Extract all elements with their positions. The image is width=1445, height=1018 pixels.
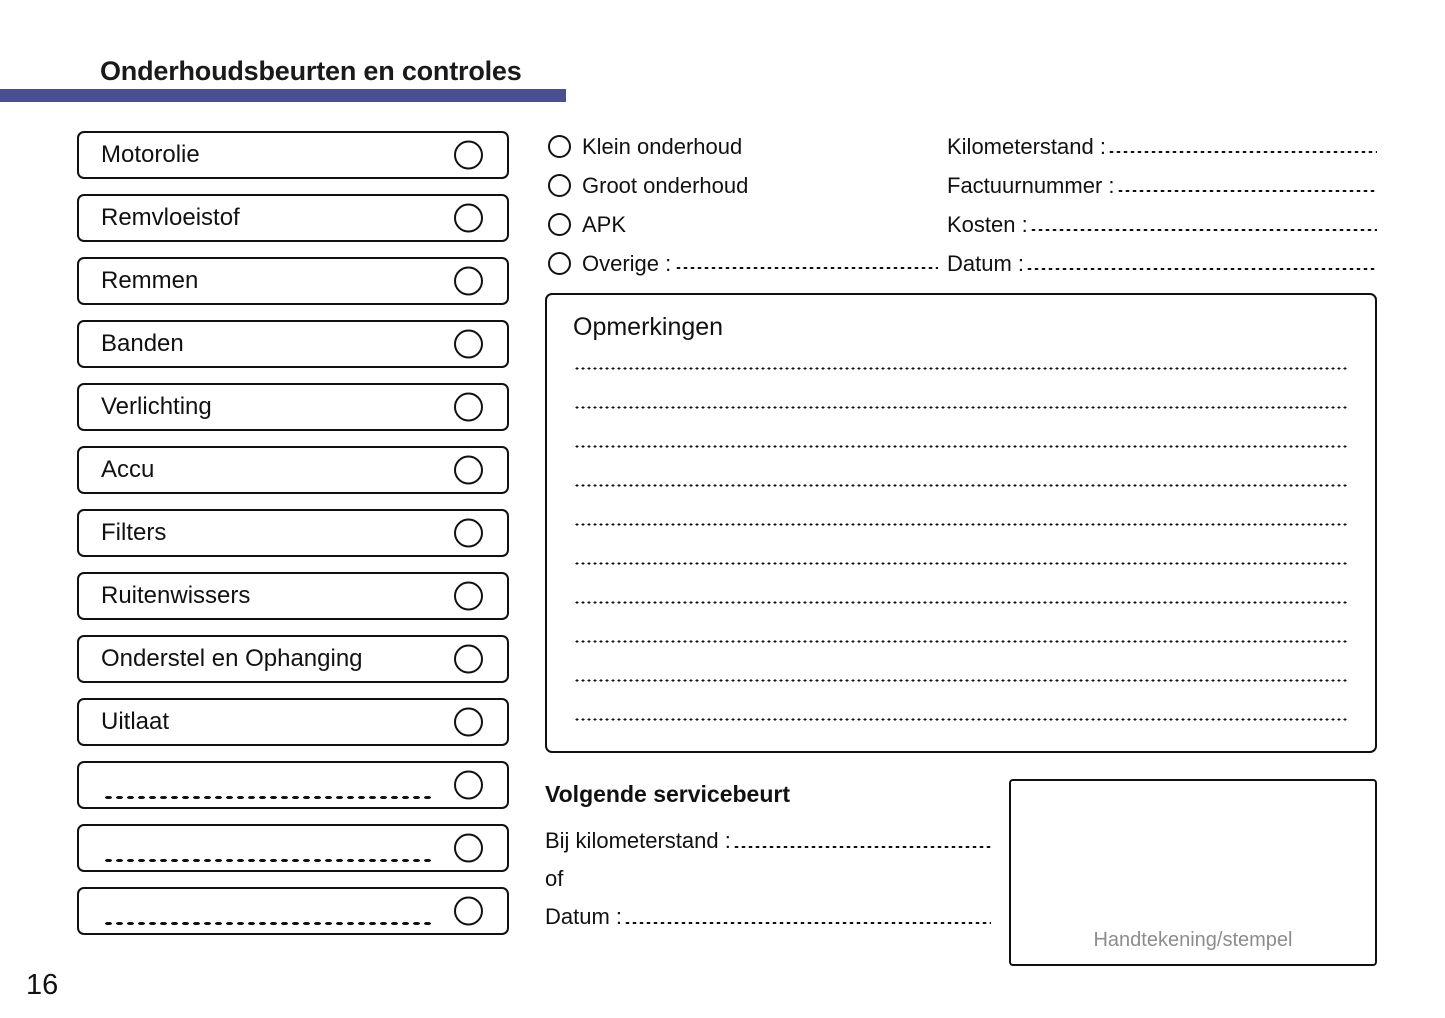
invoice-field-label: Datum :: [947, 250, 1025, 276]
next-service-label: Datum :: [545, 904, 623, 929]
invoice-field-input-line[interactable]: [1107, 150, 1377, 154]
next-service-input-line[interactable]: [732, 844, 991, 849]
signature-caption: Handtekening/stempel: [1093, 929, 1293, 951]
remarks-line[interactable]: [574, 679, 1348, 682]
service-type-label: APK: [582, 211, 627, 237]
checklist-item-label: Uitlaat: [101, 708, 170, 735]
checklist-item-label: Onderstel en Ophanging: [101, 645, 363, 672]
checklist-checkbox-circle-icon[interactable]: [454, 644, 483, 674]
invoice-field-row[interactable]: Factuurnummer :: [947, 166, 1377, 205]
remarks-line[interactable]: [574, 445, 1348, 448]
maintenance-checklist: Motorolie Remvloeistof Remmen Banden Verlich…: [77, 131, 509, 950]
checklist-blank-line[interactable]: [103, 858, 433, 863]
remarks-line[interactable]: [574, 523, 1348, 526]
checklist-checkbox-circle-icon[interactable]: [454, 896, 483, 926]
title-underline-rule: [0, 89, 566, 102]
checklist-blank-line[interactable]: [103, 795, 433, 800]
remarks-box[interactable]: Opmerkingen: [545, 293, 1377, 753]
next-service-label: Bij kilometerstand :: [545, 828, 731, 853]
checklist-row[interactable]: Remmen: [77, 257, 509, 305]
remarks-line[interactable]: [574, 367, 1348, 370]
checklist-item-label: Motorolie: [101, 141, 200, 168]
next-service-row[interactable]: Datum :: [545, 898, 991, 936]
checklist-row[interactable]: Ruitenwissers: [77, 572, 509, 620]
radio-circle-icon[interactable]: [548, 213, 571, 236]
next-service-section: Volgende servicebeurt Bij kilometerstand…: [545, 781, 991, 936]
checklist-row[interactable]: Filters: [77, 509, 509, 557]
checklist-row[interactable]: [77, 824, 509, 872]
radio-circle-icon[interactable]: [548, 252, 571, 275]
checklist-item-label: Banden: [101, 330, 184, 357]
checklist-row[interactable]: Verlichting: [77, 383, 509, 431]
checklist-checkbox-circle-icon[interactable]: [454, 581, 483, 611]
next-service-row: of: [545, 860, 991, 898]
service-type-other-input-line[interactable]: [675, 266, 938, 270]
radio-circle-icon[interactable]: [548, 174, 571, 197]
service-type-label: Klein onderhoud: [582, 133, 743, 159]
checklist-checkbox-circle-icon[interactable]: [454, 329, 483, 359]
checklist-checkbox-circle-icon[interactable]: [454, 455, 483, 485]
remarks-line[interactable]: [574, 406, 1348, 409]
checklist-row[interactable]: Accu: [77, 446, 509, 494]
service-type-options: Klein onderhoud Groot onderhoud APK Overige…: [548, 127, 938, 283]
remarks-writing-lines[interactable]: [574, 367, 1348, 757]
checklist-row[interactable]: [77, 761, 509, 809]
checklist-checkbox-circle-icon[interactable]: [454, 140, 483, 170]
checklist-checkbox-circle-icon[interactable]: [454, 518, 483, 548]
next-service-label: of: [545, 866, 564, 891]
remarks-title: Opmerkingen: [573, 313, 724, 341]
service-type-label: Groot onderhoud: [582, 172, 749, 198]
checklist-row[interactable]: [77, 887, 509, 935]
remarks-line[interactable]: [574, 484, 1348, 487]
invoice-field-input-line[interactable]: [1029, 228, 1377, 232]
invoice-field-label: Kosten :: [947, 211, 1028, 237]
checklist-item-label: Ruitenwissers: [101, 582, 251, 609]
remarks-line[interactable]: [574, 601, 1348, 604]
checklist-checkbox-circle-icon[interactable]: [454, 203, 483, 233]
checklist-blank-line[interactable]: [103, 921, 433, 926]
invoice-field-label: Factuurnummer :: [947, 172, 1115, 198]
signature-stamp-box[interactable]: Handtekening/stempel: [1009, 779, 1377, 966]
checklist-checkbox-circle-icon[interactable]: [454, 266, 483, 296]
next-service-rows: Bij kilometerstand : of Datum :: [545, 822, 991, 936]
checklist-row[interactable]: Motorolie: [77, 131, 509, 179]
invoice-field-row[interactable]: Datum :: [947, 244, 1377, 283]
checklist-item-label: Accu: [101, 456, 155, 483]
page-title: Onderhoudsbeurten en controles: [100, 56, 522, 86]
checklist-checkbox-circle-icon[interactable]: [454, 707, 483, 737]
checklist-item-label: Filters: [101, 519, 167, 546]
checklist-checkbox-circle-icon[interactable]: [454, 833, 483, 863]
service-type-row[interactable]: Overige :: [548, 244, 938, 283]
remarks-line[interactable]: [574, 640, 1348, 643]
service-type-row[interactable]: Groot onderhoud: [548, 166, 938, 205]
checklist-item-label: Remmen: [101, 267, 199, 294]
checklist-row[interactable]: Uitlaat: [77, 698, 509, 746]
remarks-line[interactable]: [574, 562, 1348, 565]
service-type-row[interactable]: Klein onderhoud: [548, 127, 938, 166]
invoice-field-group: Kilometerstand : Factuurnummer : Kosten : D…: [947, 127, 1377, 283]
invoice-field-label: Kilometerstand :: [947, 133, 1106, 159]
next-service-input-line[interactable]: [624, 920, 991, 925]
next-service-row[interactable]: Bij kilometerstand :: [545, 822, 991, 860]
next-service-title: Volgende servicebeurt: [545, 781, 790, 807]
invoice-field-input-line[interactable]: [1026, 267, 1377, 271]
checklist-item-label: Remvloeistof: [101, 204, 240, 231]
checklist-checkbox-circle-icon[interactable]: [454, 770, 483, 800]
checklist-row[interactable]: Onderstel en Ophanging: [77, 635, 509, 683]
radio-circle-icon[interactable]: [548, 135, 571, 158]
checklist-checkbox-circle-icon[interactable]: [454, 392, 483, 422]
invoice-field-row[interactable]: Kilometerstand :: [947, 127, 1377, 166]
service-type-label: Overige :: [582, 250, 672, 276]
remarks-line[interactable]: [574, 718, 1348, 721]
invoice-field-input-line[interactable]: [1116, 189, 1377, 193]
checklist-row[interactable]: Banden: [77, 320, 509, 368]
invoice-field-row[interactable]: Kosten :: [947, 205, 1377, 244]
page-number: 16: [26, 969, 59, 1001]
service-type-row[interactable]: APK: [548, 205, 938, 244]
checklist-item-label: Verlichting: [101, 393, 212, 420]
checklist-row[interactable]: Remvloeistof: [77, 194, 509, 242]
